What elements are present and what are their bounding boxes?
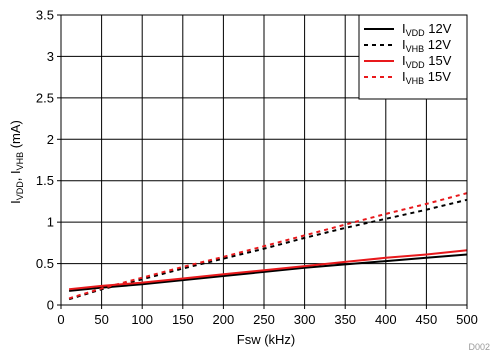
y-tick-label: 2.5 <box>36 90 54 105</box>
x-tick-label: 0 <box>57 312 64 327</box>
x-tick-label: 150 <box>172 312 194 327</box>
series-line-2 <box>68 198 468 301</box>
y-tick-label: 0 <box>47 298 54 313</box>
y-tick-label: 1.5 <box>36 173 54 188</box>
x-tick-label: 250 <box>253 312 275 327</box>
legend-label-1: IVDD 12V <box>402 21 452 38</box>
y-tick-label: 1 <box>47 215 54 230</box>
x-tick-label: 200 <box>213 312 235 327</box>
x-tick-label: 50 <box>94 312 108 327</box>
legend-label-3: IVDD 15V <box>402 53 452 70</box>
series-line-4 <box>68 192 468 300</box>
legend-label-4: IVHB 15V <box>402 69 451 86</box>
series-lines <box>68 192 468 301</box>
x-tick-label: 300 <box>294 312 316 327</box>
x-tick-labels: 0 50 100 150 200 250 300 350 400 450 500 <box>57 312 477 327</box>
x-tick-label: 400 <box>375 312 397 327</box>
y-tick-label: 0.5 <box>36 256 54 271</box>
x-tick-label: 100 <box>131 312 153 327</box>
series-line-1 <box>68 253 468 292</box>
y-axis-label: IVDD, IVHB (mA) <box>8 120 25 204</box>
figure-id: D002 <box>468 342 490 352</box>
legend-label-2: IVHB 12V <box>402 37 451 54</box>
y-tick-labels: 0 0.5 1 1.5 2 2.5 3 3.5 <box>36 8 54 313</box>
y-tick-label: 2 <box>47 132 54 147</box>
x-tick-label: 350 <box>334 312 356 327</box>
plot-area-frame <box>60 14 468 306</box>
x-tick-label: 500 <box>456 312 478 327</box>
series-line-3 <box>68 249 468 291</box>
x-axis-label: Fsw (kHz) <box>237 332 296 347</box>
x-tick-label: 450 <box>416 312 438 327</box>
y-tick-label: 3 <box>47 49 54 64</box>
y-tick-label: 3.5 <box>36 8 54 23</box>
